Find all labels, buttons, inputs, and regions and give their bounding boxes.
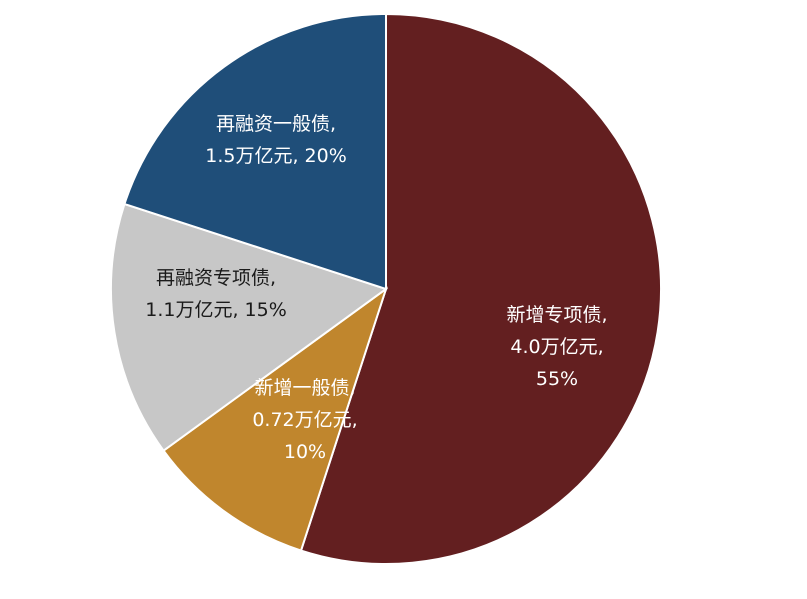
slice-label-1: 新增专项债, 4.0万亿元, 55%	[506, 304, 607, 390]
slice-label-line: 再融资一般债,	[216, 113, 336, 135]
slice-label-line: 1.5万亿元, 20%	[205, 145, 347, 167]
slice-label-line: 1.1万亿元, 15%	[145, 299, 287, 321]
slice-label-2: 新增一般债, 0.72万亿元, 10%	[252, 377, 357, 463]
pie-slice-2	[162, 286, 388, 552]
slice-label-line: 0.72万亿元,	[252, 409, 357, 431]
pie-slice-3	[110, 202, 389, 453]
slice-label-line: 再融资专项债,	[156, 267, 276, 289]
slice-label-line: 新增一般债,	[254, 377, 355, 399]
pie-slice-1	[299, 12, 662, 565]
slice-label-4: 再融资一般债, 1.5万亿元, 20%	[205, 113, 347, 167]
slice-label-line: 4.0万亿元,	[510, 336, 603, 358]
slice-label-line: 10%	[284, 441, 326, 463]
slice-label-3: 再融资专项债, 1.1万亿元, 15%	[145, 267, 287, 321]
slice-label-line: 新增专项债,	[506, 304, 607, 326]
slices-layer	[110, 12, 662, 565]
slice-label-line: 55%	[536, 368, 578, 390]
labels-layer: 新增专项债, 4.0万亿元, 55% 新增一般债, 0.72万亿元, 10% 再融资专项债,…	[145, 113, 607, 463]
pie-slice-4	[123, 12, 387, 291]
